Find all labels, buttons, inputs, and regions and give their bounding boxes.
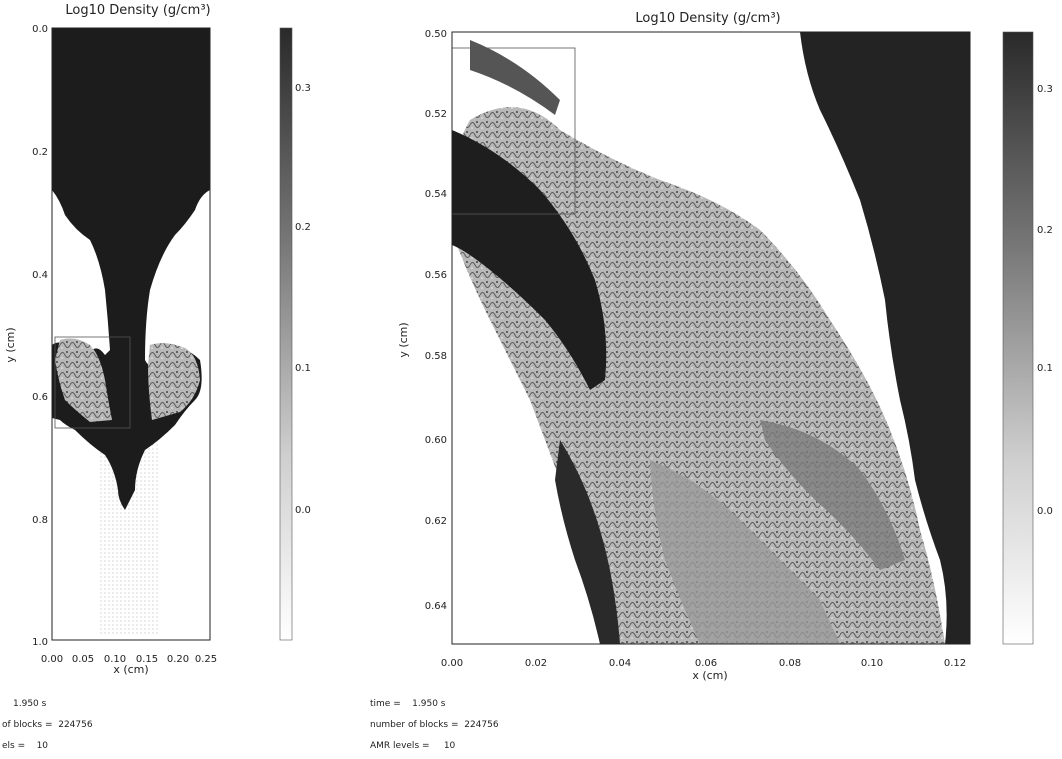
- left-y-tick: 0.6: [32, 392, 48, 403]
- left-y-tick: 0.4: [32, 270, 48, 281]
- right-density-image: [451, 32, 970, 645]
- right-title: Log10 Density (g/cm³): [635, 11, 780, 26]
- left-colorbar-tick: 0.0: [295, 505, 311, 516]
- left-x-tick: 0.20: [167, 654, 189, 665]
- left-y-tick: 0.2: [32, 147, 48, 158]
- right-colorbar-tick: 0.1: [1037, 363, 1053, 374]
- right-colorbar-tick: 0.2: [1037, 225, 1053, 236]
- right-x-tick: 0.06: [695, 658, 717, 669]
- left-x-tick: 0.15: [136, 654, 158, 665]
- left-colorbar: 0.3 0.2 0.1 0.0: [279, 27, 311, 641]
- right-colorbar: 0.3 0.2 0.1 0.0: [1002, 31, 1053, 645]
- left-y-tick: 1.0: [32, 637, 48, 648]
- left-x-tick: 0.00: [41, 654, 63, 665]
- right-x-tick: 0.02: [525, 658, 547, 669]
- right-y-tick: 0.64: [425, 601, 447, 612]
- left-info-time: 1.950 s: [13, 699, 47, 709]
- right-y-tick: 0.50: [425, 29, 447, 40]
- right-info-time: time = 1.950 s: [370, 699, 446, 709]
- right-y-label: y (cm): [397, 322, 410, 357]
- left-x-tick: 0.05: [72, 654, 94, 665]
- left-info-blocks: of blocks = 224756: [2, 720, 93, 730]
- left-x-label: x (cm): [113, 663, 148, 676]
- right-y-tick: 0.58: [425, 351, 447, 362]
- left-x-tick: 0.25: [195, 654, 217, 665]
- left-title: Log10 Density (g/cm³): [65, 3, 210, 18]
- left-y-tick: 0.0: [32, 24, 48, 35]
- left-x-ticks: 0.00 0.05 0.10 0.15 0.20 0.25: [41, 654, 217, 665]
- right-y-tick: 0.52: [425, 109, 447, 120]
- left-colorbar-tick: 0.1: [295, 363, 311, 374]
- right-plot-frame: [451, 31, 971, 645]
- left-density-image: [52, 28, 210, 640]
- right-colorbar-tick: 0.0: [1037, 506, 1053, 517]
- left-info-levels: els = 10: [2, 741, 49, 751]
- left-y-ticks: 0.0 0.2 0.4 0.6 0.8 1.0: [32, 24, 48, 648]
- right-y-tick: 0.54: [425, 189, 447, 200]
- right-x-tick: 0.04: [609, 658, 631, 669]
- left-x-tick: 0.10: [104, 654, 126, 665]
- right-x-tick: 0.12: [944, 658, 966, 669]
- right-y-tick: 0.56: [425, 270, 447, 281]
- right-x-tick: 0.10: [861, 658, 883, 669]
- right-x-ticks: 0.00 0.02 0.04 0.06 0.08 0.10 0.12: [441, 658, 966, 669]
- left-plot-frame: [51, 27, 211, 641]
- left-y-label: y (cm): [4, 327, 17, 362]
- right-y-tick: 0.60: [425, 435, 447, 446]
- right-colorbar-tick: 0.3: [1037, 84, 1053, 95]
- left-colorbar-tick: 0.2: [295, 222, 311, 233]
- right-y-ticks: 0.50 0.52 0.54 0.56 0.58 0.60 0.62 0.64: [425, 29, 447, 612]
- right-info-blocks: number of blocks = 224756: [370, 720, 499, 730]
- right-info-levels: AMR levels = 10: [370, 741, 456, 751]
- right-x-tick: 0.00: [441, 658, 463, 669]
- right-x-tick: 0.08: [779, 658, 801, 669]
- left-y-tick: 0.8: [32, 515, 48, 526]
- right-y-tick: 0.62: [425, 516, 447, 527]
- right-x-label: x (cm): [692, 669, 727, 682]
- left-colorbar-tick: 0.3: [295, 83, 311, 94]
